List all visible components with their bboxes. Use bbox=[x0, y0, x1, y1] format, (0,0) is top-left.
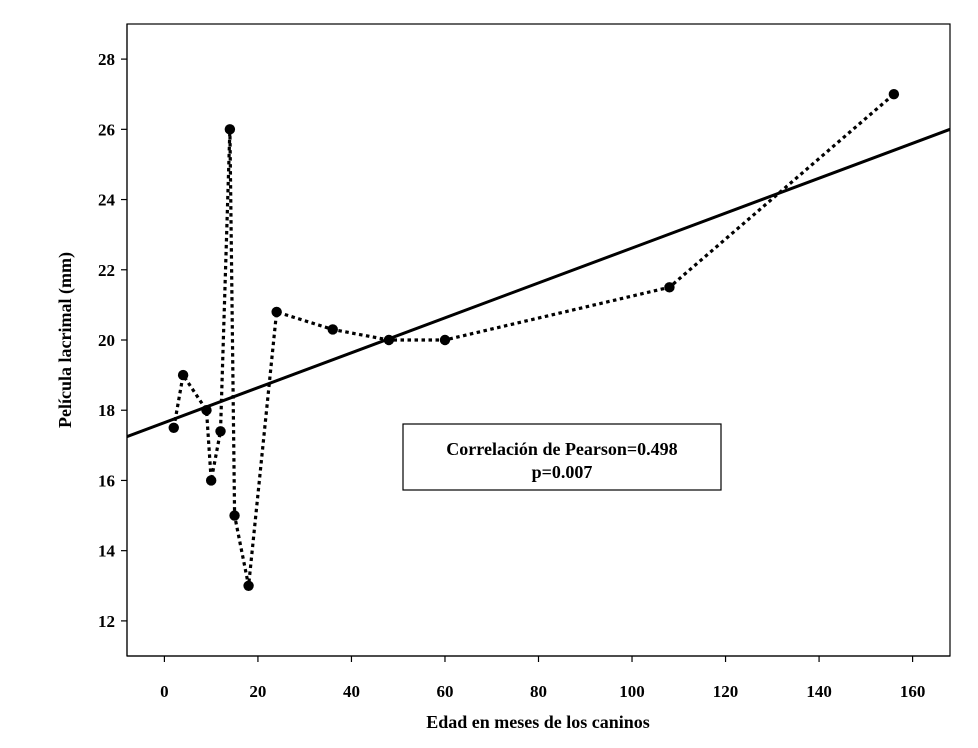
data-point bbox=[215, 426, 226, 437]
x-tick-label: 40 bbox=[343, 682, 360, 701]
annotation-box bbox=[402, 423, 722, 491]
x-tick-label: 120 bbox=[713, 682, 739, 701]
x-tick-label: 100 bbox=[619, 682, 645, 701]
y-tick-label: 14 bbox=[98, 542, 116, 561]
annotation-line-1: Correlación de Pearson=0.498 bbox=[446, 439, 677, 459]
annotation-line-2: p=0.007 bbox=[532, 462, 593, 482]
series-layer bbox=[126, 89, 951, 591]
x-axis-ticks: 0 20 40 60 80 100 120 140 160 bbox=[160, 656, 925, 701]
x-tick-label: 140 bbox=[806, 682, 832, 701]
data-point bbox=[224, 124, 236, 135]
data-point bbox=[271, 306, 282, 318]
x-tick-label: 60 bbox=[436, 682, 453, 701]
correlation-annotation: Correlación de Pearson=0.498 p=0.007 bbox=[402, 423, 722, 491]
regression-line bbox=[126, 127, 951, 438]
observed-series-line bbox=[172, 92, 895, 587]
data-point bbox=[168, 422, 179, 433]
x-tick-label: 160 bbox=[900, 682, 926, 701]
data-point bbox=[229, 510, 240, 521]
y-tick-label: 28 bbox=[98, 50, 115, 69]
data-point bbox=[243, 580, 254, 591]
y-axis-ticks: 12 14 16 18 20 22 24 26 28 bbox=[98, 50, 127, 631]
y-tick-label: 24 bbox=[98, 191, 116, 210]
data-point bbox=[383, 334, 395, 346]
y-axis-title: Película lacrimal (mm) bbox=[55, 252, 76, 428]
y-tick-label: 22 bbox=[98, 261, 115, 280]
y-tick-label: 20 bbox=[98, 331, 115, 350]
y-tick-label: 16 bbox=[98, 471, 115, 490]
x-tick-label: 0 bbox=[160, 682, 169, 701]
data-point bbox=[201, 405, 212, 416]
x-tick-label: 80 bbox=[530, 682, 547, 701]
data-point bbox=[439, 334, 451, 346]
y-tick-label: 12 bbox=[98, 612, 115, 631]
data-point bbox=[664, 282, 675, 293]
data-point bbox=[177, 369, 189, 381]
x-axis-title: Edad en meses de los caninos bbox=[426, 712, 650, 732]
plot-frame bbox=[126, 23, 951, 657]
y-tick-label: 26 bbox=[98, 120, 115, 139]
data-point bbox=[888, 89, 900, 100]
data-point bbox=[327, 324, 338, 335]
data-point bbox=[205, 475, 217, 486]
x-tick-label: 20 bbox=[249, 682, 266, 701]
y-tick-label: 18 bbox=[98, 401, 115, 420]
